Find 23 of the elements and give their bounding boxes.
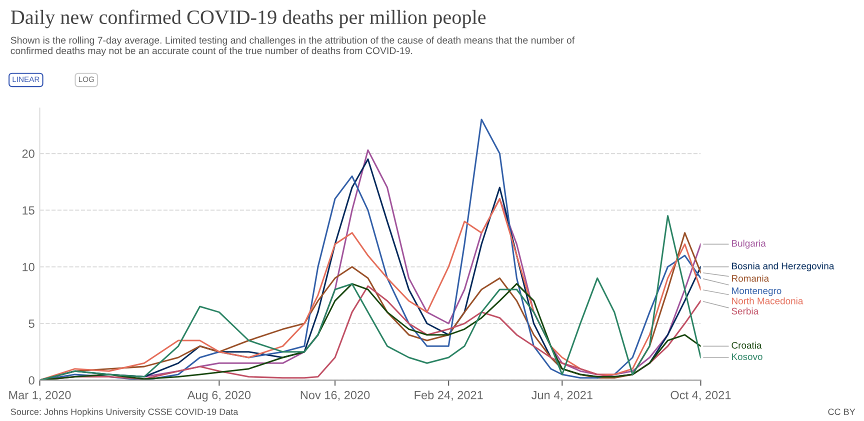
x-tick-label: Oct 4, 2021 (670, 390, 731, 401)
y-tick-label: 5 (28, 320, 34, 328)
text: Kosovo (732, 353, 762, 360)
x-tick-label: Aug 6, 2020 (187, 390, 251, 402)
x-tick-label: Nov 16, 2020 (300, 390, 370, 401)
text: Serbia (732, 308, 759, 314)
x-tick-label: Mar 1, 2020 (9, 390, 71, 401)
text: Bulgaria (732, 240, 766, 249)
y-tick-label: 10 (22, 262, 34, 272)
y-tick-label: 0 (28, 376, 34, 385)
source-note: Source: Johns Hopkins University CSSE COVID-19 Data (10, 408, 238, 417)
chart-subtitle: Shown is the rolling 7-day average. Limited testing and challenges in the attribution of the cause of death means that the number of confirmed deaths may not be an accurate count of the true number of deaths from COVID-19. (10, 36, 575, 56)
chart-title: Daily new confirmed COVID-19 deaths per million people (10, 10, 486, 28)
x-tick-label: Jun 4, 2021 (531, 390, 592, 401)
text: CC BY (828, 408, 856, 416)
x-tick-label: Feb 24, 2021 (414, 390, 483, 401)
y-tick-label: 15 (22, 206, 34, 215)
y-tick-label: 20 (22, 150, 34, 158)
text: Romania (732, 274, 770, 282)
text: North Macedonia (732, 297, 804, 304)
text: Bosnia and Herzegovina (732, 262, 834, 272)
text: Croatia (732, 342, 762, 349)
text: Montenegro (732, 288, 782, 296)
